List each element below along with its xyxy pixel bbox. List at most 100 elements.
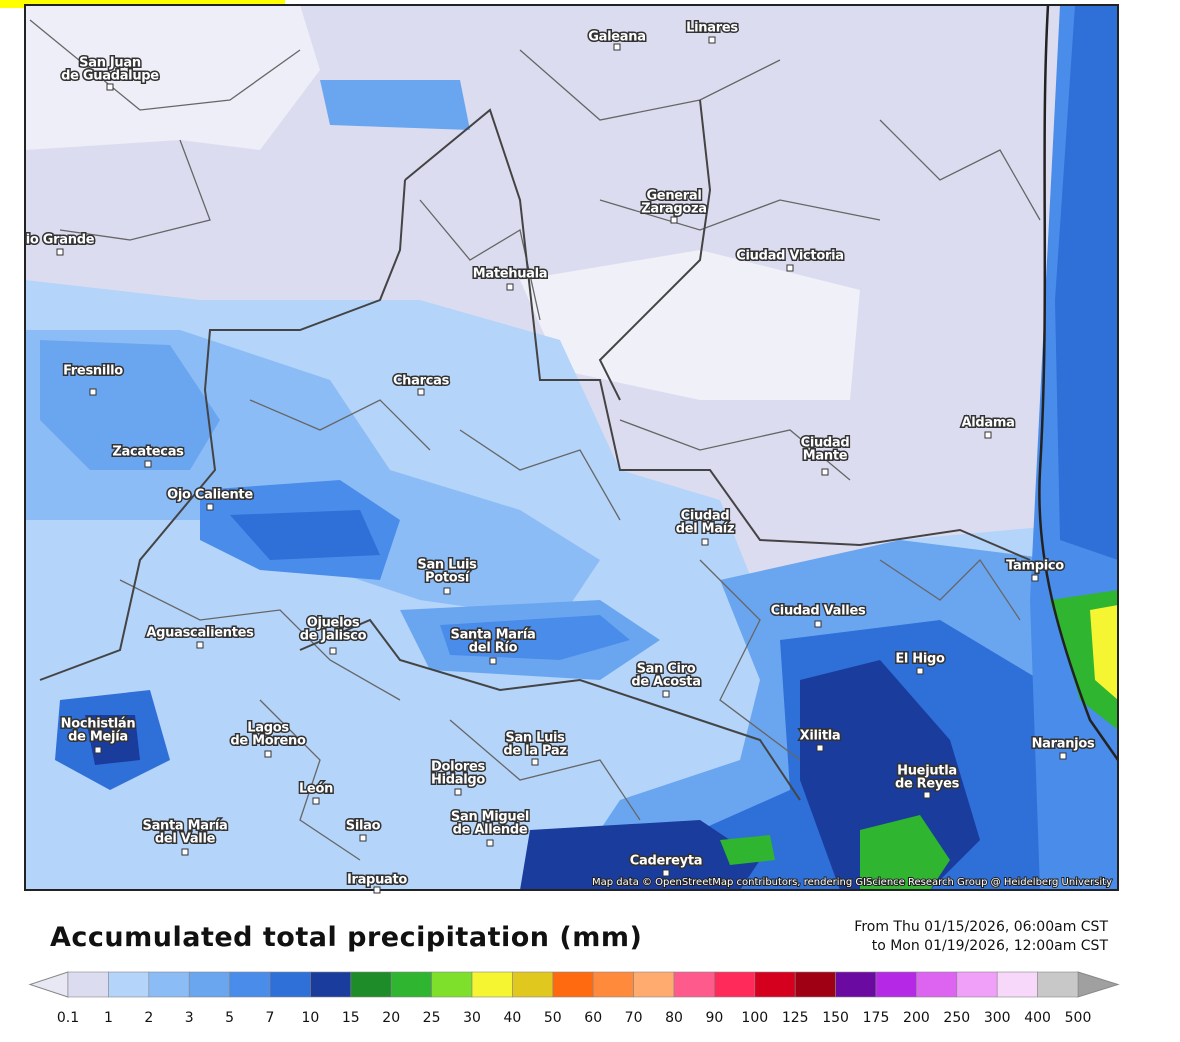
colorbar-segment (916, 971, 958, 998)
city-label: Ciudad (801, 436, 850, 451)
city-marker (701, 538, 709, 546)
city-label: de Mejía (68, 730, 128, 745)
city-label: Tampico (1006, 559, 1064, 574)
city-marker (662, 869, 670, 877)
city-marker (89, 388, 97, 396)
city-label: El Higo (895, 652, 945, 667)
city-label: Potosí (425, 571, 471, 586)
city-label: Nochistlán (61, 717, 136, 732)
city-label: de Guadalupe (61, 69, 159, 84)
colorbar-tick-label: 1 (104, 1010, 113, 1026)
colorbar-under (28, 971, 69, 998)
colorbar-tick-label: 500 (1065, 1010, 1092, 1026)
colorbar-tick-label: 10 (301, 1010, 319, 1026)
colorbar-tick-label: 60 (584, 1010, 602, 1026)
colorbar-segment (835, 971, 877, 998)
city-marker (786, 264, 794, 272)
city-label: Charcas (393, 374, 450, 389)
city-label: Santa María (451, 628, 536, 643)
colorbar-segment (714, 971, 756, 998)
city-marker (613, 43, 621, 51)
colorbar-tick-label: 3 (185, 1010, 194, 1026)
city-label: de Jalisco (300, 629, 367, 644)
colorbar: 0.1 1 2 3 5 7 10 15 20 25 30 40 50 60 70 80 90 100 125 150 1… (28, 971, 1120, 1026)
city-label: Aguascalientes (146, 626, 254, 641)
colorbar-tick-label: 400 (1024, 1010, 1051, 1026)
period-end: to Mon 01/19/2026, 12:00am CST (871, 938, 1108, 954)
city-marker (1031, 574, 1039, 582)
period-start: From Thu 01/15/2026, 06:00am CST (854, 919, 1108, 935)
city-label: Naranjos (1032, 737, 1095, 752)
city-label: de Allende (453, 823, 528, 838)
colorbar-tick-label: 200 (903, 1010, 930, 1026)
city-label: de la Paz (503, 744, 566, 759)
colorbar-segment (188, 971, 230, 998)
city-marker (506, 283, 514, 291)
city-label: Silao (346, 819, 381, 834)
city-marker (916, 667, 924, 675)
city-marker (923, 791, 931, 799)
city-label: Ojuelos (307, 616, 360, 631)
colorbar-tick-label: 90 (705, 1010, 723, 1026)
city-marker (1059, 752, 1067, 760)
colorbar-segment (471, 971, 513, 998)
city-marker (417, 388, 425, 396)
city-marker (531, 758, 539, 766)
colorbar-segment (269, 971, 311, 998)
colorbar-tick-label: 20 (382, 1010, 400, 1026)
city-label: de Moreno (230, 734, 306, 749)
city-label: de Reyes (895, 777, 960, 792)
city-label: Xilitla (800, 729, 841, 744)
city-marker (489, 657, 497, 665)
city-label: León (299, 782, 333, 797)
city-label: Linares (686, 21, 738, 36)
city-label: del Maíz (676, 522, 734, 537)
city-marker (206, 503, 214, 511)
city-label: Irapuato (347, 873, 407, 888)
colorbar-tick-label: 50 (544, 1010, 562, 1026)
attribution: Map data © OpenStreetMap contributors, r… (592, 877, 1112, 888)
city-label: San Luis (505, 731, 565, 746)
city-marker (670, 216, 678, 224)
colorbar-tick-label: 30 (463, 1010, 481, 1026)
city-label: San Ciro (637, 662, 696, 677)
city-label: Hidalgo (431, 773, 485, 788)
city-label: Galeana (588, 30, 645, 45)
colorbar-tick-label: 5 (225, 1010, 234, 1026)
city-label: San Luis (417, 558, 477, 573)
city-marker (821, 468, 829, 476)
colorbar-tick-label: 150 (822, 1010, 849, 1026)
colorbar-segment (794, 971, 836, 998)
city-marker (196, 641, 204, 649)
colorbar-tick-label: 40 (503, 1010, 521, 1026)
city-marker (814, 620, 822, 628)
city-marker (56, 248, 64, 256)
colorbar-segment (1037, 971, 1079, 998)
colorbar-segment (592, 971, 634, 998)
city-marker (94, 746, 102, 754)
colorbar-segment (431, 971, 473, 998)
city-label: Ciudad Victoria (736, 249, 843, 264)
colorbar-segment (633, 971, 675, 998)
city-marker (454, 788, 462, 796)
city-label: Zaragoza (641, 202, 707, 217)
colorbar-segment (875, 971, 917, 998)
colorbar-segment (552, 971, 594, 998)
colorbar-segment (67, 971, 109, 998)
colorbar-segment (673, 971, 715, 998)
city-label: Aldama (961, 416, 1014, 431)
city-marker (144, 460, 152, 468)
colorbar-tick-label: 15 (342, 1010, 360, 1026)
city-marker (816, 744, 824, 752)
colorbar-tick-label: 250 (943, 1010, 970, 1026)
city-marker (443, 587, 451, 595)
colorbar-tick-label: 2 (144, 1010, 153, 1026)
city-marker (329, 647, 337, 655)
city-marker (373, 886, 381, 894)
city-label: del Río (469, 641, 518, 656)
city-marker (181, 848, 189, 856)
colorbar-segment (148, 971, 190, 998)
city-label: Lagos (247, 721, 289, 736)
